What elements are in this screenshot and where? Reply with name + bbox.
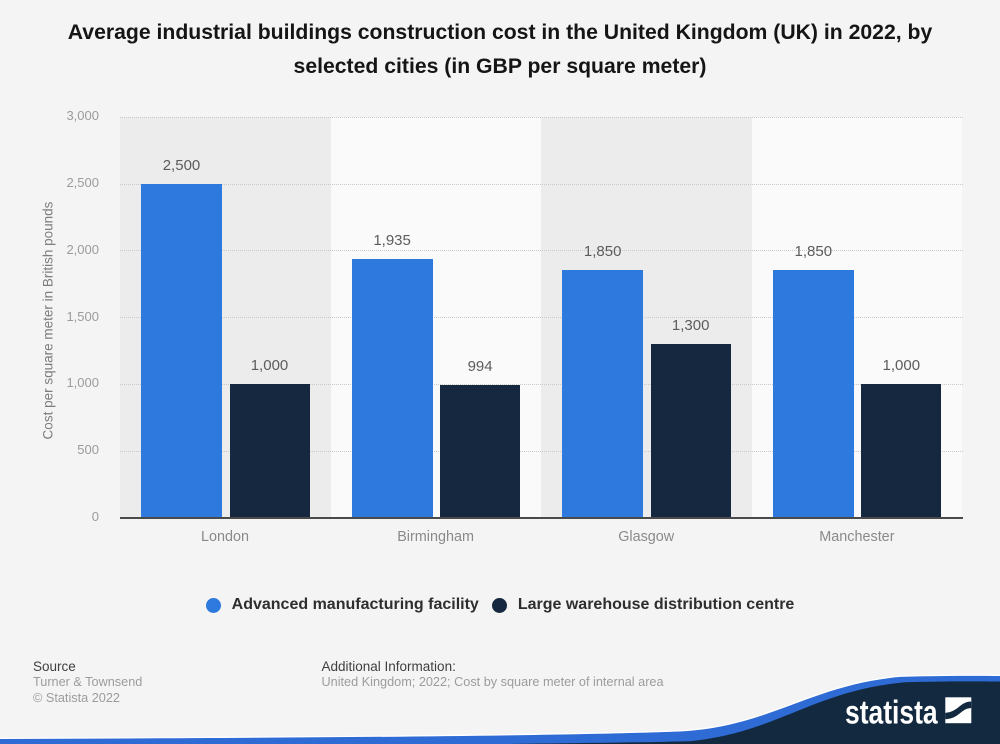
svg-text:statista: statista — [845, 695, 938, 732]
